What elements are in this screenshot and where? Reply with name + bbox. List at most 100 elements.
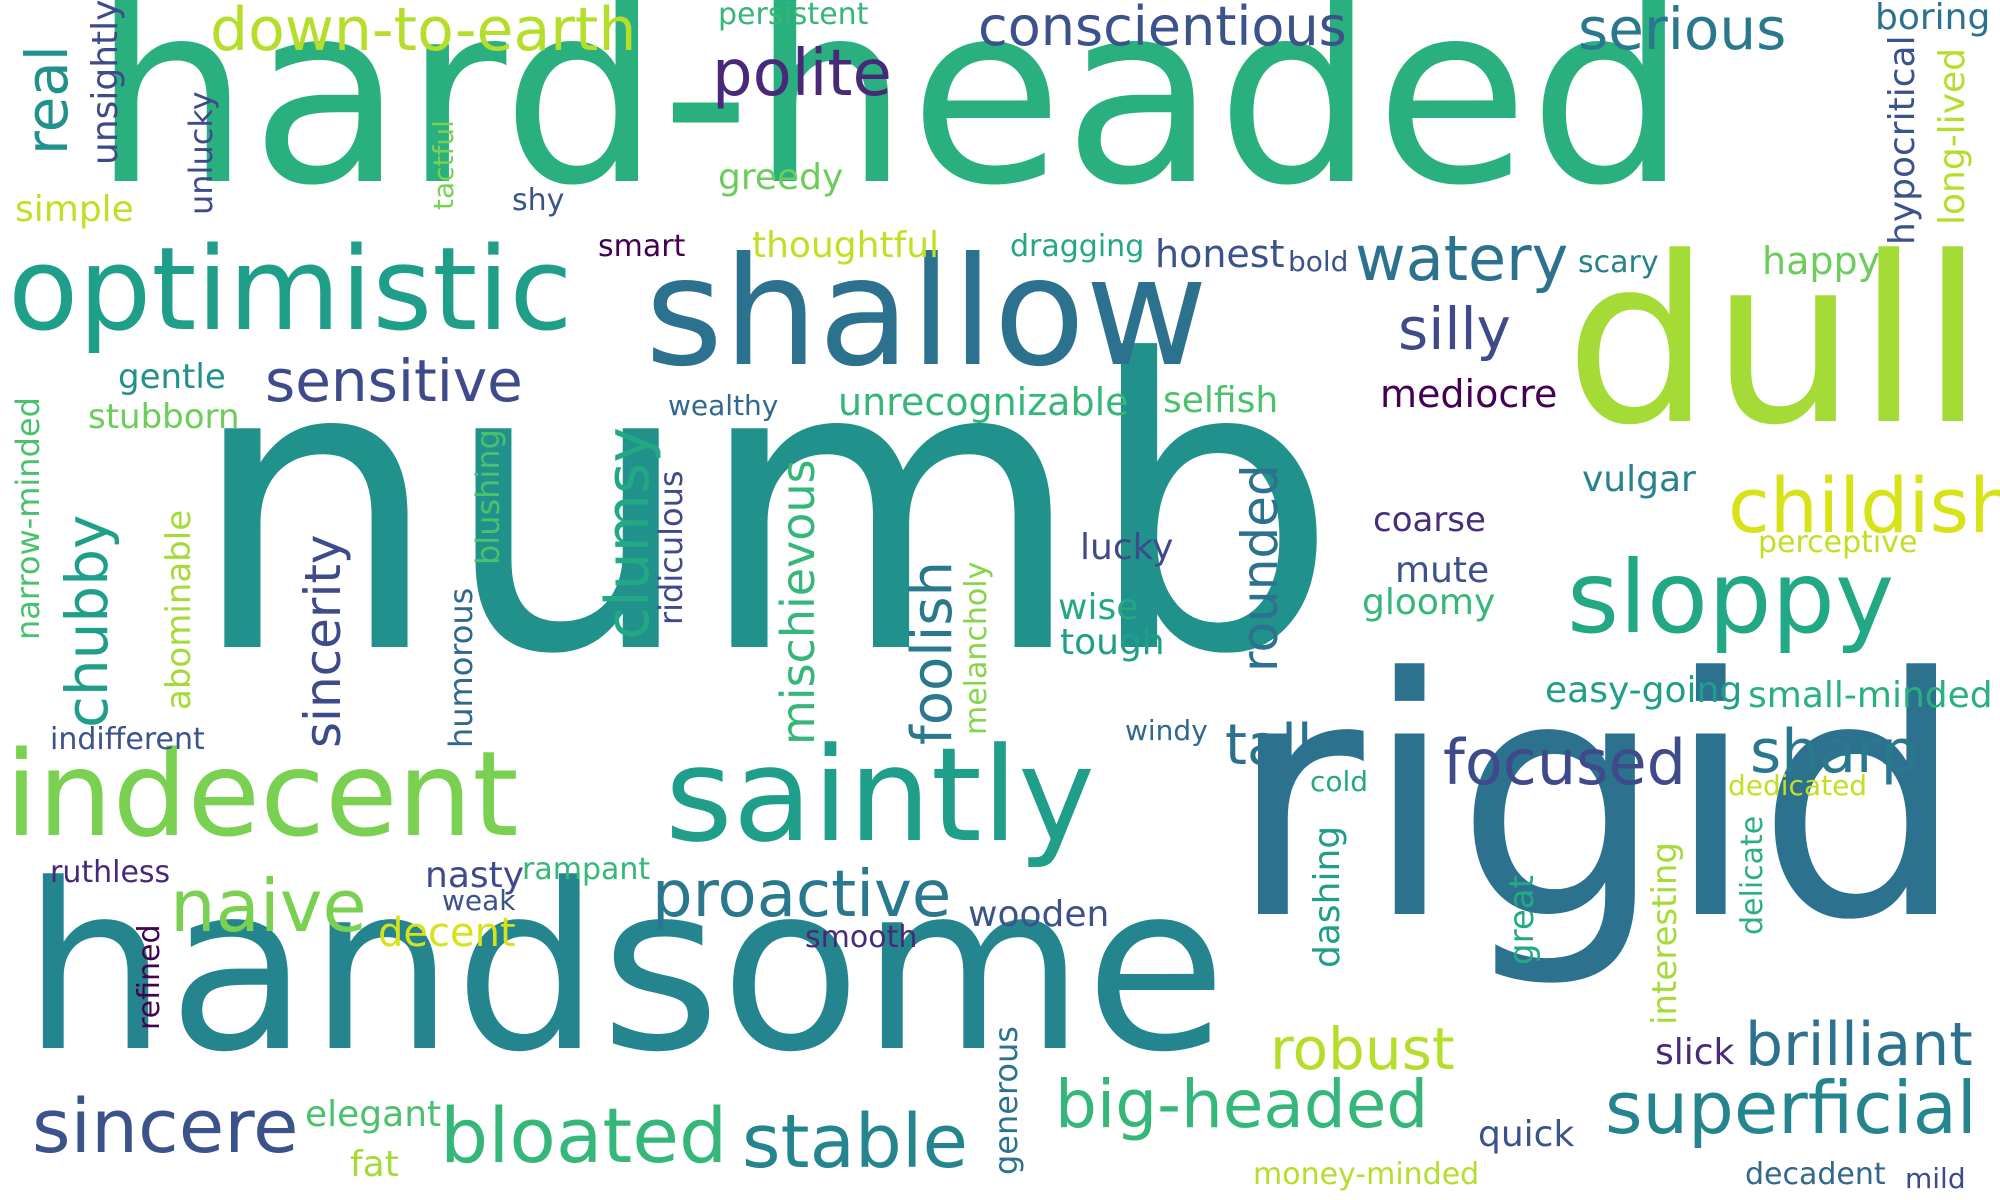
word-ruthless: ruthless [50,855,171,890]
word-scary: scary [1578,245,1659,280]
word-decadent: decadent [1745,1157,1886,1192]
word-big-headed: big-headed [1055,1066,1429,1143]
word-tough: tough [1060,622,1165,663]
word-hard-headed: hard-headed [92,0,1688,240]
word-bold: bold [1288,245,1349,278]
word-narrow-minded: narrow-minded [9,397,47,640]
word-stable: stable [742,1099,968,1185]
word-rigid: rigid [1228,608,1966,992]
word-tall: tall [1225,713,1313,778]
word-perceptive: perceptive [1758,525,1918,560]
word-sharp: sharp [1750,717,1919,787]
word-rounded: rounded [1231,464,1289,672]
word-hypocritical: hypocritical [1882,35,1923,245]
word-blushing: blushing [469,429,507,565]
word-indecent: indecent [5,725,519,863]
word-sensitive: sensitive [265,347,523,415]
word-honest: honest [1155,232,1285,276]
word-serious: serious [1578,0,1787,63]
word-humorous: humorous [442,587,480,748]
word-tactful: tactful [427,120,460,210]
word-conscientious: conscientious [978,0,1347,58]
word-superficial: superficial [1605,1066,1977,1150]
word-mischievous: mischievous [771,459,825,745]
word-proactive: proactive [652,858,952,932]
word-boring: boring [1875,0,1991,38]
word-childish: childish [1728,461,2000,550]
word-shy: shy [512,183,565,218]
word-gentle: gentle [118,357,226,397]
word-chubby: chubby [53,514,121,728]
word-gloomy: gloomy [1362,582,1496,623]
word-bloated: bloated [440,1091,728,1180]
word-greedy: greedy [718,157,844,198]
word-refined: refined [132,924,167,1030]
word-decent: decent [378,910,516,956]
word-brilliant: brilliant [1745,1010,1973,1080]
word-stubborn: stubborn [88,397,240,437]
word-smart: smart [598,229,686,264]
word-lucky: lucky [1080,527,1174,568]
word-slick: slick [1655,1032,1735,1073]
word-ridiculous: ridiculous [652,470,690,625]
word-wealthy: wealthy [668,389,779,422]
word-dashing: dashing [1307,825,1348,968]
word-numb: numb [188,277,1339,742]
word-watery: watery [1355,222,1569,295]
word-wise: wise [1058,587,1139,628]
word-great: great [1502,875,1542,965]
word-mediocre: mediocre [1380,372,1558,416]
word-naive: naive [170,864,367,948]
word-happy: happy [1762,239,1881,283]
word-vulgar: vulgar [1582,459,1696,500]
word-polite: polite [712,37,892,111]
word-dragging: dragging [1010,229,1145,264]
word-wooden: wooden [968,894,1110,935]
word-focused: focused [1443,726,1686,799]
word-dedicated: dedicated [1728,769,1868,802]
word-delicate: delicate [1735,815,1770,935]
word-silly: silly [1398,295,1511,363]
word-unrecognizable: unrecognizable [838,380,1129,424]
word-interesting: interesting [1645,841,1685,1025]
word-sloppy: sloppy [1567,539,1895,656]
word-cold: cold [1310,765,1369,798]
word-abominable: abominable [159,509,199,710]
word-long-lived: long-lived [1932,48,1973,225]
word-real: real [13,45,81,155]
word-down-to-earth: down-to-earth [210,0,637,65]
word-sincerity: sincerity [294,534,352,748]
word-foolish: foolish [900,560,965,745]
word-fat: fat [350,1144,399,1185]
word-nasty: nasty [425,855,525,896]
word-unlucky: unlucky [182,91,220,215]
word-saintly: saintly [665,719,1095,871]
word-thoughtful: thoughtful [752,225,940,266]
word-small-minded: small-minded [1748,675,1993,716]
word-coarse: coarse [1373,500,1486,540]
word-generous: generous [987,1026,1025,1175]
word-weak: weak [442,884,516,917]
word-mild: mild [1905,1162,1966,1195]
word-indifferent: indifferent [50,722,205,757]
word-melancholy: melancholy [959,561,994,735]
word-money-minded: money-minded [1253,1157,1480,1192]
word-rampant: rampant [522,852,651,887]
word-easy-going: easy-going [1545,670,1743,711]
word-selfish: selfish [1163,380,1279,421]
word-unsightly: unsightly [85,0,126,165]
word-optimistic: optimistic [8,223,573,357]
word-robust: robust [1270,1015,1455,1083]
word-windy: windy [1125,714,1208,747]
word-persistent: persistent [718,0,869,32]
word-mute: mute [1395,550,1490,591]
word-simple: simple [15,189,134,230]
word-smooth: smooth [805,920,918,955]
word-clumsy: clumsy [593,427,663,640]
word-sincere: sincere [32,1084,299,1170]
word-handsome: handsome [22,836,1227,1103]
word-elegant: elegant [305,1094,442,1135]
word-quick: quick [1478,1114,1575,1155]
word-shallow: shallow [645,226,1208,400]
